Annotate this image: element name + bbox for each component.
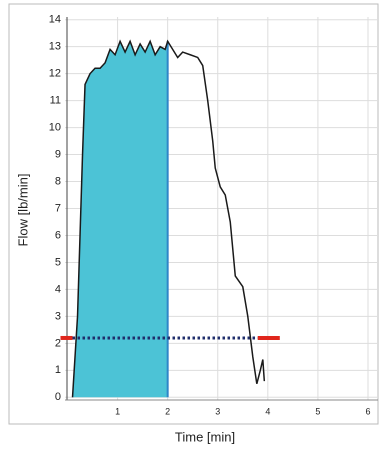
flow-line xyxy=(71,39,266,398)
y-tick-label: 8 xyxy=(55,175,61,187)
x-axis-label: Time [min] xyxy=(175,429,235,444)
y-tick-label: 10 xyxy=(49,121,61,133)
y-tick-label: 5 xyxy=(55,256,61,268)
x-tick-label: 5 xyxy=(315,406,320,416)
y-tick-label: 9 xyxy=(55,148,61,160)
y-tick-label: 6 xyxy=(55,229,61,241)
y-axis-label: Flow [lb/min] xyxy=(15,174,30,247)
y-tick-label: 2 xyxy=(55,337,61,349)
y-tick-label: 12 xyxy=(49,68,61,80)
y-tick-label: 3 xyxy=(55,310,61,322)
chart-frame xyxy=(8,3,379,425)
x-tick-label: 6 xyxy=(365,406,370,416)
y-tick-label: 0 xyxy=(55,391,61,403)
shaded-area xyxy=(72,41,168,398)
y-tick-label: 14 xyxy=(49,14,61,26)
y-tick-label: 13 xyxy=(49,41,61,53)
x-tick-label: 1 xyxy=(115,406,120,416)
x-tick-label: 4 xyxy=(265,406,270,416)
y-tick-label: 7 xyxy=(55,202,61,214)
y-tick-label: 11 xyxy=(50,95,61,107)
y-tick-label: 4 xyxy=(55,283,61,295)
y-tick-label: 1 xyxy=(55,364,61,376)
x-tick-label: 3 xyxy=(215,406,220,416)
x-tick-label: 2 xyxy=(165,406,170,416)
